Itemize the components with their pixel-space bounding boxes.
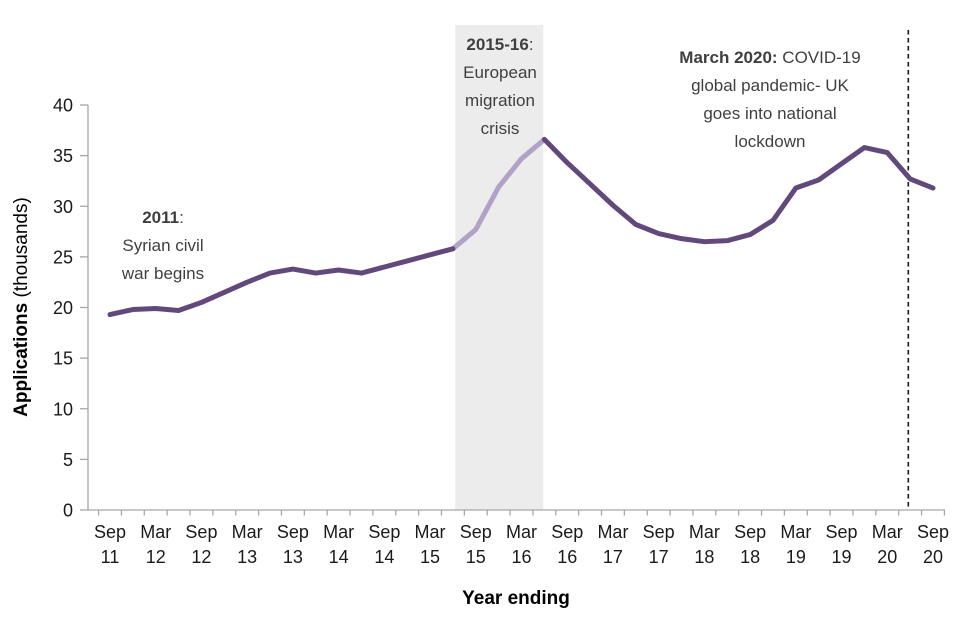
shaded-band-2015-16 (455, 25, 544, 510)
y-axis-title: Applications (thousands) (11, 197, 33, 417)
annotation-migration-crisis: 2015-16: European migration crisis (463, 31, 537, 143)
x-tick-label: Mar (323, 522, 354, 542)
x-tick-label: 14 (374, 547, 394, 567)
annotation-line: European (463, 63, 537, 82)
x-tick-label: Sep (185, 522, 217, 542)
annotation-line: crisis (480, 119, 520, 138)
x-tick-label: 17 (649, 547, 669, 567)
x-tick-label: Sep (460, 522, 492, 542)
x-tick-label: Sep (368, 522, 400, 542)
annotation-line: Syrian civil (122, 236, 204, 255)
annotation-line: global pandemic- UK (691, 76, 849, 95)
x-tick-label: 16 (511, 547, 531, 567)
x-tick-label: 15 (466, 547, 486, 567)
series-line-dark-post (541, 136, 936, 245)
y-tick-label: 5 (63, 450, 73, 470)
x-tick-label: Sep (826, 522, 858, 542)
annotation-line: war begins (121, 264, 205, 283)
annotation-line: March 2020: COVID-19 (679, 48, 861, 67)
x-tick-label: 13 (283, 547, 303, 567)
annotation-line: 2011: (142, 208, 184, 227)
x-tick-label: Sep (551, 522, 583, 542)
x-tick-label: Mar (689, 522, 720, 542)
x-tick-label: 19 (832, 547, 852, 567)
y-tick-label: 10 (53, 399, 73, 419)
x-tick-label: Mar (140, 522, 171, 542)
x-tick-label: Mar (872, 522, 903, 542)
annotation-line: lockdown (734, 132, 806, 151)
annotation-covid-lockdown: March 2020: COVID-19 global pandemic- UK… (679, 44, 860, 156)
x-tick-label: Mar (415, 522, 446, 542)
x-tick-label: Mar (780, 522, 811, 542)
x-tick-label: 13 (237, 547, 257, 567)
x-tick-label: Sep (643, 522, 675, 542)
x-axis-title: Year ending (462, 588, 570, 609)
annotation-line: 2015-16: (466, 35, 534, 54)
x-tick-label: Mar (597, 522, 628, 542)
annotation-syrian-civil-war: 2011: Syrian civil war begins (122, 204, 204, 288)
x-tick-label: 20 (923, 547, 943, 567)
x-tick-label: Sep (917, 522, 949, 542)
y-axis-title-bold: Applications (11, 302, 32, 417)
y-tick-label: 15 (53, 349, 73, 369)
y-tick-label: 30 (53, 197, 73, 217)
x-tick-label: Mar (506, 522, 537, 542)
y-axis-title-unit: (thousands) (11, 197, 32, 303)
x-tick-label: 14 (329, 547, 349, 567)
series-line-dark-pre (107, 246, 456, 318)
y-tick-label: 40 (53, 96, 73, 116)
x-tick-label: 17 (603, 547, 623, 567)
x-tick-label: 16 (557, 547, 577, 567)
x-tick-label: Sep (734, 522, 766, 542)
annotation-line: goes into national (703, 104, 837, 123)
x-tick-label: 18 (694, 547, 714, 567)
x-tick-label: Sep (94, 522, 126, 542)
series-line-light-migration-crisis (450, 136, 547, 252)
annotation-line: migration (465, 91, 535, 110)
x-tick-label: 12 (146, 547, 166, 567)
x-tick-label: 12 (191, 547, 211, 567)
y-tick-label: 0 (63, 501, 73, 521)
x-tick-label: 20 (877, 547, 897, 567)
y-tick-label: 20 (53, 298, 73, 318)
x-tick-label: 11 (101, 547, 120, 567)
x-tick-label: 18 (740, 547, 760, 567)
x-tick-label: Mar (232, 522, 263, 542)
y-tick-label: 25 (53, 247, 73, 267)
x-tick-label: 19 (786, 547, 806, 567)
x-tick-label: Sep (277, 522, 309, 542)
y-tick-label: 35 (53, 146, 73, 166)
x-tick-label: 15 (420, 547, 440, 567)
